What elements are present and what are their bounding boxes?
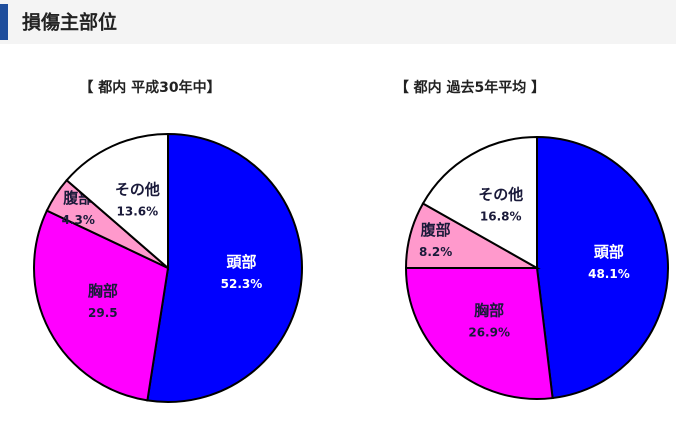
slice-label: 頭部 bbox=[594, 243, 624, 261]
value-label: 13.6% bbox=[117, 204, 159, 218]
value-label: 29.5 bbox=[88, 306, 118, 320]
slice-label: 腹部 bbox=[421, 221, 451, 239]
pie-slice bbox=[146, 132, 303, 403]
slice-label: 胸部 bbox=[88, 282, 118, 300]
slice-label: その他 bbox=[478, 185, 523, 203]
value-label: 16.8% bbox=[480, 209, 522, 223]
value-label: 8.2% bbox=[419, 245, 452, 259]
slice-label: 頭部 bbox=[226, 253, 256, 271]
page-title: 損傷主部位 bbox=[22, 11, 117, 34]
pie-slice bbox=[536, 135, 669, 400]
header-accent bbox=[0, 4, 8, 40]
pie-slice bbox=[404, 267, 554, 400]
pie-slice bbox=[33, 209, 170, 402]
chart-title: 【 都内 平成30年中】 bbox=[79, 79, 220, 96]
slice-label: 胸部 bbox=[474, 301, 504, 319]
slice-label: その他 bbox=[115, 180, 160, 198]
pie-slice bbox=[65, 132, 169, 271]
value-label: 48.1% bbox=[588, 267, 630, 281]
value-label: 26.9% bbox=[468, 325, 510, 339]
value-label: 4.3% bbox=[62, 213, 95, 227]
chart-title: 【 都内 過去5年平均 】 bbox=[395, 79, 545, 96]
header-band bbox=[0, 0, 676, 44]
pie-slice bbox=[421, 135, 538, 270]
value-label: 52.3% bbox=[221, 277, 263, 291]
